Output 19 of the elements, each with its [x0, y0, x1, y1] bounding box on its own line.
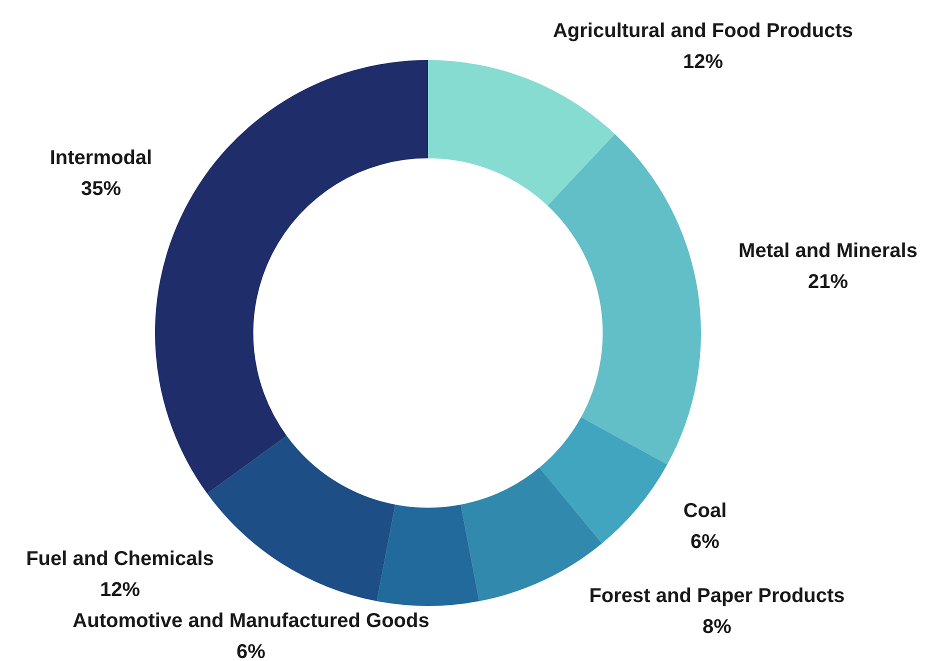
- donut-slice: [155, 60, 428, 494]
- data-label: 12%: [682, 51, 724, 73]
- data-label: 35%: [80, 178, 122, 200]
- slice-label: Coal: [683, 500, 727, 522]
- donut-slice: [548, 134, 701, 465]
- data-label: 8%: [702, 616, 732, 638]
- donut-slice: [376, 504, 480, 606]
- slice-label: Fuel and Chemicals: [26, 548, 214, 570]
- data-label: 12%: [100, 579, 140, 601]
- slice-label: Automotive and Manufactured Goods: [72, 610, 430, 632]
- data-label: 6%: [690, 531, 720, 553]
- donut-slice: [539, 417, 668, 544]
- slice-label: Agricultural and Food Products: [552, 20, 854, 42]
- slice-label: Metal and Minerals: [738, 240, 918, 262]
- data-label: 6%: [236, 641, 266, 661]
- data-label: 21%: [808, 271, 848, 293]
- slice-label: Forest and Paper Products: [589, 585, 845, 607]
- slice-label: Intermodal: [50, 147, 152, 169]
- donut-slice: [428, 60, 615, 206]
